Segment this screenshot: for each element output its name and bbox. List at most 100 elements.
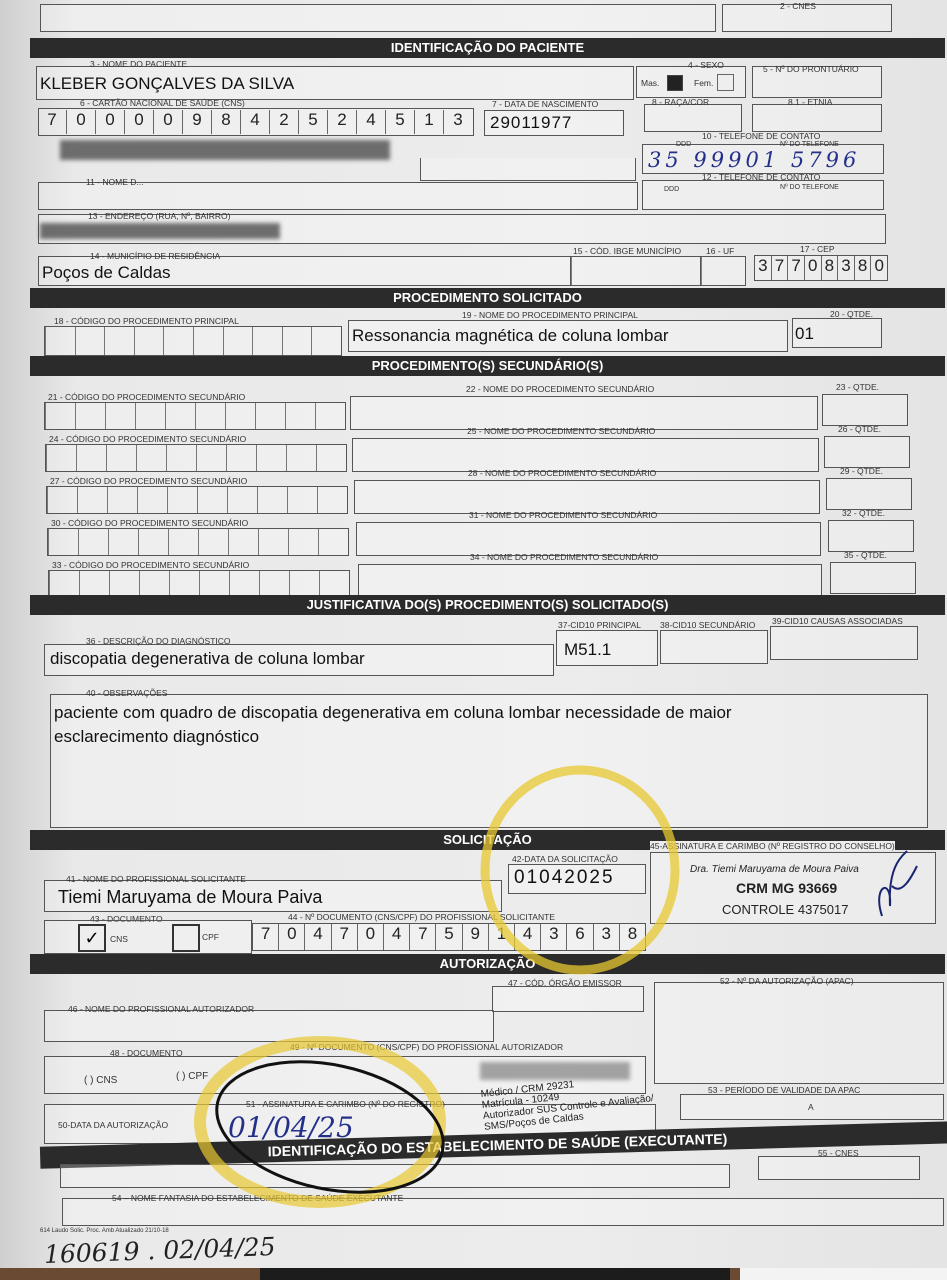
secondary-code-label: 30 - CÓDIGO DO PROCEDIMENTO SECUNDÁRIO	[51, 518, 249, 528]
requester-stamp-crm: CRM MG 93669	[736, 880, 838, 896]
procedure-qty-field	[792, 318, 882, 348]
secondary-name-label: 28 - NOME DO PROCEDIMENTO SECUNDÁRIO	[468, 468, 657, 478]
cnes-label: 2 - CNES	[780, 1, 816, 11]
diagnosis-field	[44, 644, 554, 676]
secondary-code-label: 21 - CÓDIGO DO PROCEDIMENTO SECUNDÁRIO	[48, 392, 246, 402]
requester-name-field	[44, 880, 502, 912]
digit-cell: 3	[837, 256, 854, 280]
requester-name: Tiemi Maruyama de Moura Paiva	[58, 887, 323, 907]
uf-field	[700, 256, 746, 286]
procedure-code-label: 18 - CÓDIGO DO PROCEDIMENTO PRINCIPAL	[54, 316, 239, 326]
authorizer-docnum-label: 49 - Nº DOCUMENTO (CNS/CPF) DO PROFISSIO…	[290, 1042, 564, 1052]
diagnosis-label: 36 - DESCRIÇÃO DO DIAGNÓSTICO	[86, 636, 231, 646]
authorizer-cns-option[interactable]: ( ) CNS	[84, 1075, 118, 1086]
secondary-code-field	[47, 528, 349, 556]
digit-cell: 0	[95, 110, 124, 134]
secondary-name-field	[356, 522, 821, 556]
cid-assoc-label: 39-CID10 CAUSAS ASSOCIADAS	[772, 616, 903, 626]
phone-number-label: Nº DO TELEFONE	[780, 141, 839, 148]
digit-cell: 0	[66, 110, 95, 134]
phone2-number-label: Nº DO TELEFONE	[780, 184, 839, 191]
phone1-label: 10 - TELEFONE DE CONTATO	[702, 131, 821, 141]
secondary-qty-label: 26 - QTDE.	[838, 424, 881, 434]
secondary-code-field	[46, 486, 348, 514]
secondary-qty-field	[826, 478, 912, 510]
secondary-code-field	[44, 402, 346, 430]
digit-cell: 4	[304, 924, 330, 950]
requester-signature-icon	[878, 850, 918, 917]
print-code: 614 Laudo Solic. Proc. Amb Atualizado 21…	[40, 1228, 169, 1234]
secondary-qty-label: 35 - QTDE.	[844, 550, 887, 560]
city-field	[38, 256, 572, 286]
sex-female-checkbox[interactable]	[717, 74, 734, 91]
section-secondary: PROCEDIMENTO(S) SECUNDÁRIO(S)	[30, 356, 945, 376]
cns-field	[38, 108, 474, 136]
secondary-qty-label: 32 - QTDE.	[842, 508, 885, 518]
digit-cell: 7	[787, 256, 804, 280]
diagnosis-value: discopatia degenerativa de coluna lombar	[50, 649, 365, 668]
secondary-name-field	[354, 480, 820, 514]
digit-cell: 9	[182, 110, 211, 134]
digit-cell: 0	[356, 924, 383, 950]
digit-cell: 4	[240, 110, 269, 134]
uf-label: 16 - UF	[706, 246, 735, 256]
secondary-name-label: 22 - NOME DO PROCEDIMENTO SECUNDÁRIO	[466, 384, 655, 394]
secondary-name-label: 34 - NOME DO PROCEDIMENTO SECUNDÁRIO	[470, 552, 659, 562]
address-label: 13 - ENDEREÇO (RUA, Nº, BAIRRO)	[88, 211, 231, 221]
table-surface	[0, 1268, 947, 1280]
section-justification: JUSTIFICATIVA DO(S) PROCEDIMENTO(S) SOLI…	[30, 595, 945, 615]
authorizer-doc-field	[44, 1056, 646, 1094]
notes-label: 40 - OBSERVAÇÕES	[86, 688, 168, 698]
procedure-code-field	[44, 326, 342, 356]
digit-cell: 7	[330, 924, 357, 950]
procedure-name: Ressonancia magnética de coluna lombar	[352, 326, 669, 345]
executor-name-label: 54 – NOME FANTASIA DO ESTABELECIMENTO DE…	[112, 1193, 404, 1203]
mother-name-field	[38, 182, 638, 210]
phone1-field	[642, 144, 884, 174]
digit-cell: 3	[592, 924, 619, 950]
ink-circle-authorization-date	[215, 1060, 445, 1194]
doc-cns-checkbox[interactable]: ✓	[78, 924, 106, 952]
request-date: 01042025	[514, 867, 615, 888]
sex-male-checkbox[interactable]	[667, 75, 683, 91]
digit-cell: 1	[414, 110, 443, 134]
secondary-code-label: 27 - CÓDIGO DO PROCEDIMENTO SECUNDÁRIO	[50, 476, 248, 486]
secondary-qty-label: 29 - QTDE.	[840, 466, 883, 476]
birth-label: 7 - DATA DE NASCIMENTO	[492, 99, 599, 109]
secondary-name-field	[352, 438, 819, 472]
sex-female-label: Fem.	[694, 78, 714, 88]
sex-field	[636, 66, 746, 98]
secondary-code-label: 33 - CÓDIGO DO PROCEDIMENTO SECUNDÁRIO	[52, 560, 250, 570]
digit-cell: 5	[435, 924, 461, 950]
ibge-field	[570, 256, 702, 286]
digit-cell: 8	[853, 256, 871, 280]
authorizer-cpf-option[interactable]: ( ) CPF	[176, 1071, 209, 1082]
patient-name-label: 3 - NOME DO PACIENTE	[90, 59, 188, 69]
authorization-date-label: 50-DATA DA AUTORIZAÇÃO	[58, 1120, 169, 1130]
redacted-address	[40, 223, 280, 239]
requester-signature-label: 45-ASSINATURA E CARIMBO (Nº REGISTRO DO …	[650, 841, 895, 851]
cid-secondary-label: 38-CID10 SECUNDÁRIO	[660, 620, 756, 630]
requester-signature-field	[650, 852, 936, 924]
phone1-value: 35 99901 5796	[648, 148, 861, 172]
apac-label: 52 - Nº DA AUTORIZAÇÃO (APAC)	[720, 976, 854, 986]
redacted-authorizer	[480, 1062, 630, 1080]
top-field	[40, 4, 716, 32]
redacted-name	[60, 140, 390, 160]
digit-cell: 4	[356, 110, 385, 134]
executor-name-field	[62, 1198, 944, 1226]
city-label: 14 - MUNICÍPIO DE RESIDÊNCIA	[90, 251, 221, 261]
digit-cell: 8	[820, 256, 838, 280]
procedure-qty-label: 20 - QTDE.	[830, 309, 873, 319]
digit-cell: 3	[443, 110, 472, 134]
patient-name: KLEBER GONÇALVES DA SILVA	[40, 74, 295, 93]
mother-name-label: 11 - NOME D...	[86, 177, 144, 187]
apac-validity-label: 53 - PERÍODO DE VALIDADE DA APAC	[708, 1085, 861, 1095]
digit-cell: 0	[153, 110, 182, 134]
cid-assoc-field	[770, 626, 918, 660]
doc-cpf-checkbox[interactable]	[172, 924, 200, 952]
digit-cell: 0	[278, 924, 304, 950]
digit-cell: 0	[803, 256, 821, 280]
highlight-circle-authorization-date	[194, 1036, 446, 1208]
